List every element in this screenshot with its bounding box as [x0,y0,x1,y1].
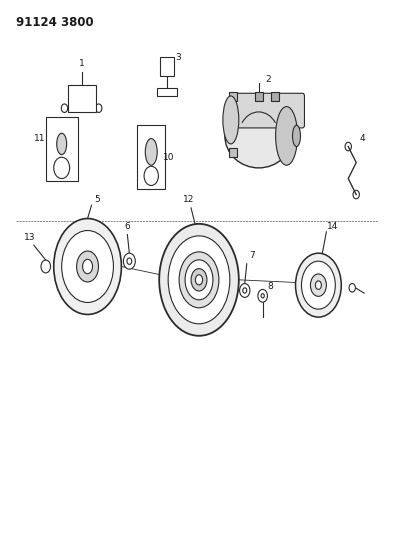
FancyBboxPatch shape [229,148,237,157]
Circle shape [54,157,70,179]
Circle shape [61,104,68,112]
Ellipse shape [62,230,113,303]
Circle shape [240,284,250,297]
FancyBboxPatch shape [255,92,263,101]
Text: 13: 13 [24,233,35,241]
Text: 10: 10 [164,153,175,161]
Ellipse shape [168,236,230,324]
Ellipse shape [195,275,203,285]
Ellipse shape [145,139,157,165]
Text: 11: 11 [34,134,45,143]
Text: 7: 7 [249,252,255,260]
Ellipse shape [179,252,219,308]
Ellipse shape [185,260,213,300]
Circle shape [243,288,247,293]
FancyBboxPatch shape [271,92,279,101]
Circle shape [349,284,355,292]
Ellipse shape [191,269,207,291]
Text: 1: 1 [79,60,84,68]
Ellipse shape [302,261,336,309]
FancyBboxPatch shape [229,92,237,101]
Text: 2: 2 [266,76,271,84]
FancyBboxPatch shape [157,88,177,96]
Text: 6: 6 [125,222,130,231]
Circle shape [41,260,51,273]
Ellipse shape [223,96,239,144]
Ellipse shape [54,219,121,314]
Ellipse shape [225,104,293,168]
Ellipse shape [316,281,322,289]
Text: 91124 3800: 91124 3800 [16,16,94,29]
Text: 14: 14 [327,222,338,231]
Text: 8: 8 [267,282,273,290]
Ellipse shape [77,251,99,282]
FancyBboxPatch shape [160,57,174,76]
Circle shape [123,253,135,269]
Ellipse shape [310,274,326,296]
FancyBboxPatch shape [68,85,96,112]
Text: 4: 4 [359,134,365,143]
Ellipse shape [159,224,239,336]
Ellipse shape [83,260,92,274]
Ellipse shape [275,107,298,165]
Circle shape [96,104,102,112]
Ellipse shape [57,133,66,155]
Text: 12: 12 [183,196,195,204]
Text: 3: 3 [176,53,181,61]
FancyBboxPatch shape [233,93,304,128]
Text: 5: 5 [95,196,100,204]
Circle shape [144,166,158,185]
Ellipse shape [293,125,300,147]
Ellipse shape [296,253,341,317]
Circle shape [261,294,264,298]
Circle shape [258,289,267,302]
Circle shape [127,258,132,264]
